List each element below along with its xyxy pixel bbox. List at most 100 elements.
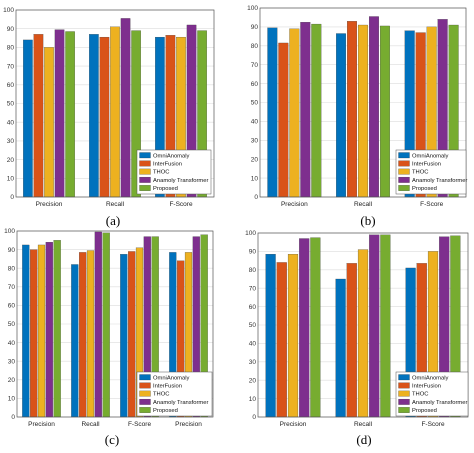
y-tick-label: 20 <box>251 156 259 163</box>
y-tick-label: 90 <box>249 249 257 256</box>
y-tick-label: 20 <box>249 377 257 384</box>
y-tick-label: 70 <box>249 285 257 292</box>
y-tick-label: 20 <box>8 377 16 384</box>
y-tick-label: 60 <box>8 303 16 310</box>
y-tick-label: 50 <box>7 101 15 108</box>
legend-swatch <box>139 390 151 397</box>
y-tick-label: 0 <box>254 194 258 201</box>
y-tick-label: 30 <box>249 359 257 366</box>
panel-label: (b) <box>360 213 375 228</box>
y-tick-label: 80 <box>251 43 259 50</box>
y-tick-label: 20 <box>7 157 15 164</box>
x-tick-label: Precision <box>36 201 63 208</box>
y-tick-label: 60 <box>7 82 15 89</box>
legend-entry: THOC <box>153 392 169 398</box>
y-tick-label: 30 <box>8 358 16 365</box>
bar-anamoly-transformer <box>299 238 310 418</box>
x-tick-label: Recall <box>81 421 100 428</box>
x-tick-label: F-Score <box>128 421 152 428</box>
legend-swatch <box>139 382 151 389</box>
y-tick-label: 100 <box>247 5 258 12</box>
legend-swatch <box>398 382 410 389</box>
bar-interfusion <box>346 263 357 418</box>
bar-proposed <box>380 234 391 418</box>
axes-frame <box>16 230 214 418</box>
legend-entry: OmniAnomaly <box>153 153 190 159</box>
chart-panel-4: 0 10 20 30 40 50 60 70 80 90 100 Precision Recall F-S… <box>245 230 469 447</box>
y-tick-label: 80 <box>8 265 16 272</box>
legend-swatch <box>139 160 151 167</box>
y-tick-label: 60 <box>251 81 259 88</box>
bar-thoc <box>287 254 299 418</box>
bar-omnianomaly <box>71 264 79 418</box>
legend: OmniAnomaly InterFusion THOC Anamoly Transf… <box>395 371 469 417</box>
bar-interfusion <box>99 36 110 198</box>
bar-omnianomaly <box>22 244 30 418</box>
bar-interfusion <box>276 262 287 418</box>
x-tick-label: Precision <box>175 421 202 428</box>
legend-swatch <box>398 185 410 191</box>
panel-label: (a) <box>106 213 120 228</box>
y-tick-label: 10 <box>7 176 15 183</box>
legend-entry: Proposed <box>412 186 437 192</box>
axes-frame <box>259 7 467 198</box>
bar-anamoly-transformer <box>300 22 311 198</box>
y-tick-label: 30 <box>251 138 259 145</box>
axes-frame <box>257 232 469 418</box>
y-tick-label: 0 <box>10 194 14 201</box>
legend-swatch <box>398 398 410 405</box>
y-tick-label: 60 <box>249 304 257 311</box>
x-tick-label: Recall <box>354 201 373 208</box>
y-tick-label: 0 <box>252 414 256 421</box>
y-tick-label: 100 <box>4 228 15 235</box>
legend-swatch <box>139 176 151 183</box>
legend-swatch <box>398 176 410 183</box>
bar-omnianomaly <box>265 254 276 418</box>
bar-proposed <box>311 23 322 198</box>
bar-anamoly-transformer <box>54 29 65 198</box>
y-tick-label: 80 <box>249 267 257 274</box>
legend-entry: InterFusion <box>153 384 182 390</box>
y-tick-label: 30 <box>7 138 15 145</box>
bar-thoc <box>37 244 46 418</box>
legend-entry: InterFusion <box>412 384 441 390</box>
y-tick-label: 40 <box>251 119 259 126</box>
legend-entry: Anamoly Transformer <box>412 400 467 406</box>
bar-anamoly-transformer <box>120 18 131 198</box>
y-tick-label: 100 <box>245 230 256 237</box>
legend-swatch <box>139 168 151 175</box>
y-tick-label: 70 <box>7 63 15 70</box>
y-tick-label: 90 <box>7 26 15 33</box>
legend-entry: Anamoly Transformer <box>412 178 467 184</box>
y-tick-label: 40 <box>7 119 15 126</box>
y-tick-label: 40 <box>249 341 257 348</box>
bar-omnianomaly <box>267 27 278 198</box>
legend: OmniAnomaly InterFusion THOC Anamoly Transf… <box>136 371 213 417</box>
y-tick-label: 0 <box>11 414 15 421</box>
legend-entry: Proposed <box>412 408 437 414</box>
bar-omnianomaly <box>335 278 346 418</box>
bar-anamoly-transformer <box>369 234 380 418</box>
x-tick-label: Precision <box>28 421 55 428</box>
bar-proposed <box>380 25 390 198</box>
y-tick-label: 80 <box>7 45 15 52</box>
legend-entry: OmniAnomaly <box>412 153 449 159</box>
bar-thoc <box>357 249 369 418</box>
chart-panel-3: 0 10 20 30 40 50 60 70 80 90 100 Precision Recall F-S… <box>4 228 214 447</box>
legend-swatch <box>398 152 410 159</box>
bar-omnianomaly <box>120 254 128 418</box>
bar-omnianomaly <box>336 33 346 198</box>
bar-interfusion <box>128 251 136 418</box>
bar-interfusion <box>79 252 87 418</box>
y-tick-label: 90 <box>8 247 16 254</box>
legend-swatch <box>398 374 410 381</box>
bar-proposed <box>310 237 321 418</box>
y-tick-label: 50 <box>8 321 16 328</box>
legend-swatch <box>139 407 151 413</box>
bar-interfusion <box>33 34 44 198</box>
y-tick-label: 50 <box>251 100 259 107</box>
bar-thoc <box>358 24 368 198</box>
chart-panel-1: 0 10 20 30 40 50 60 70 80 90 100 Precision Recall F-S… <box>3 7 215 228</box>
legend-swatch <box>139 152 151 159</box>
panel-label: (d) <box>356 432 371 447</box>
